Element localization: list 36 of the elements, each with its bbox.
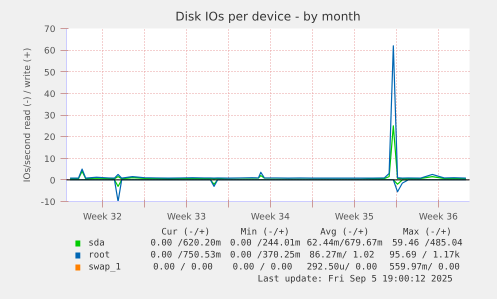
text: 0.00 /370.25m bbox=[230, 250, 300, 260]
y-tick-label: 40 bbox=[44, 90, 56, 100]
text: 559.97m/ 0.00 bbox=[389, 262, 460, 272]
x-tick-label: Week 32 bbox=[82, 212, 122, 222]
text: Last update: Fri Sep 5 19:00:12 2025 bbox=[258, 274, 453, 284]
text: 292.50u/ 0.00 bbox=[306, 262, 378, 272]
x-tick-label: Week 34 bbox=[250, 212, 290, 222]
y-tick-label: 10 bbox=[44, 154, 56, 165]
y-tick-label: 30 bbox=[44, 112, 56, 122]
text: Cur (-/+) bbox=[161, 228, 210, 238]
legend-label: root bbox=[88, 250, 110, 260]
text: 95.69 / 1.17k bbox=[389, 250, 460, 260]
text: 0.00 / 0.00 bbox=[232, 262, 292, 272]
y-tick-label: 60 bbox=[44, 46, 56, 57]
text: 0.00 /620.20m bbox=[150, 238, 221, 248]
text: 86.27m/ 1.02 bbox=[309, 250, 374, 260]
y-tick-label: 0 bbox=[50, 176, 56, 186]
legend-label: swap_1 bbox=[88, 262, 121, 272]
legend-label: sda bbox=[88, 238, 105, 248]
text: 0.00 /244.01m bbox=[230, 238, 300, 248]
text: Min (-/+) bbox=[240, 228, 290, 238]
text: 59.46 /485.04 bbox=[392, 238, 463, 248]
text: 62.44m/679.67m bbox=[306, 238, 383, 248]
x-tick-label: Week 36 bbox=[418, 212, 458, 222]
text: 0.00 / 0.00 bbox=[153, 262, 213, 272]
x-tick-label: Week 35 bbox=[334, 212, 374, 222]
y-tick-label: 50 bbox=[44, 68, 56, 78]
chart-title: Disk IOs per device - by month bbox=[175, 10, 361, 24]
text: Avg (-/+) bbox=[320, 228, 370, 238]
text: 0.00 /750.53m bbox=[150, 250, 221, 260]
text: Max (-/+) bbox=[402, 228, 452, 238]
x-tick-label: Week 33 bbox=[166, 212, 206, 222]
y-tick-label: -10 bbox=[40, 198, 56, 208]
y-axis-title: IOs/second read (-) / write (+) bbox=[22, 48, 33, 182]
y-tick-label: 20 bbox=[44, 133, 56, 144]
y-tick-label: 70 bbox=[44, 25, 56, 35]
